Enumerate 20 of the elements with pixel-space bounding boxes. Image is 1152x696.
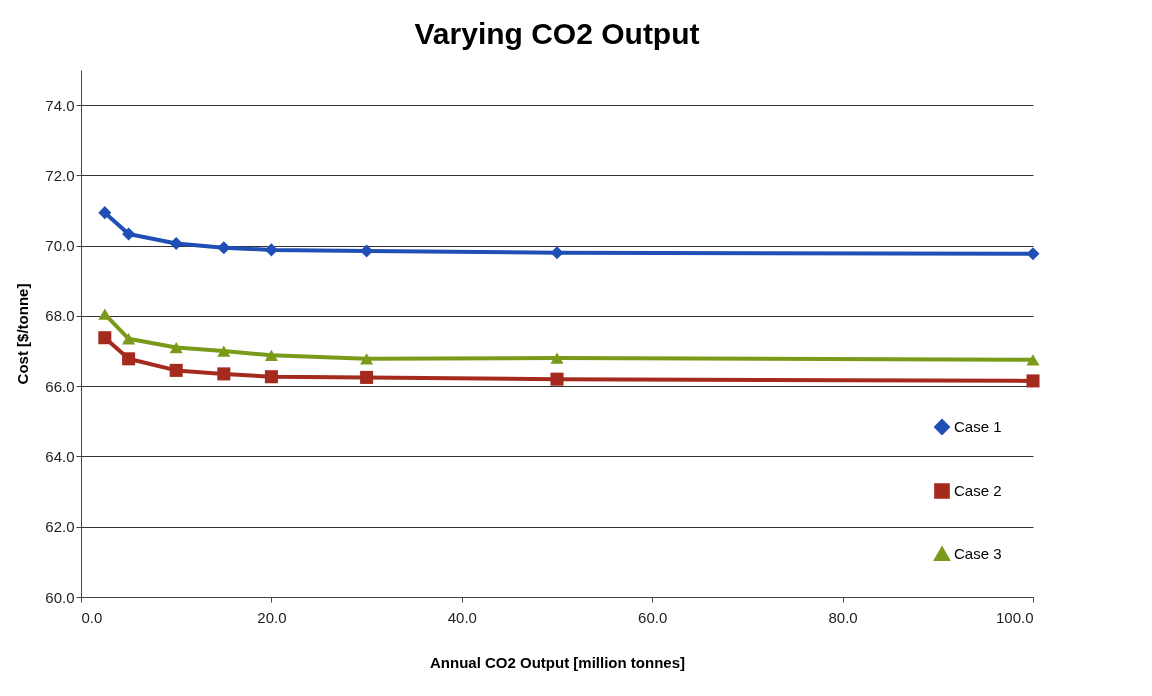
y-tick-label: 60.0	[45, 588, 75, 606]
y-tick-label: 68.0	[45, 307, 75, 325]
legend-label: Case 2	[954, 482, 1002, 499]
y-tick-label: 72.0	[45, 166, 75, 184]
y-tick-label: 74.0	[45, 96, 75, 114]
x-tick-label: 0.0	[81, 608, 103, 626]
chart-title: Varying CO2 Output	[414, 17, 700, 50]
y-tick-label: 70.0	[45, 237, 75, 255]
legend-label: Case 1	[954, 418, 1002, 435]
y-tick-label: 64.0	[45, 447, 75, 465]
y-tick-label: 62.0	[45, 518, 75, 536]
x-tick-label: 60.0	[638, 608, 668, 626]
y-axis-title: Cost [$/tonne]	[14, 283, 32, 385]
x-tick-label: 100.0	[995, 608, 1034, 626]
legend-label: Case 3	[954, 545, 1002, 562]
x-tick-label: 80.0	[828, 608, 858, 626]
x-tick-label: 20.0	[257, 608, 287, 626]
x-axis-title: Annual CO2 Output [million tonnes]	[430, 653, 685, 671]
y-tick-label: 66.0	[45, 377, 75, 395]
x-tick-label: 40.0	[447, 608, 477, 626]
